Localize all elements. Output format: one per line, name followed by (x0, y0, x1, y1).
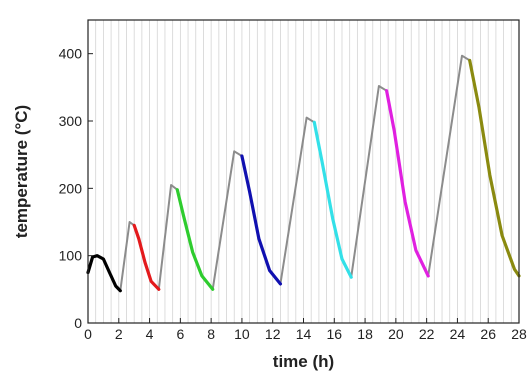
x-tick-label: 22 (419, 326, 435, 342)
y-tick-label: 300 (59, 113, 83, 129)
y-axis-title: temperature (°C) (12, 105, 31, 238)
x-tick-label: 14 (296, 326, 312, 342)
series-line-1 (86, 254, 122, 293)
x-tick-label: 0 (84, 326, 92, 342)
x-tick-label: 16 (326, 326, 342, 342)
vertical-grid-lines (95, 20, 512, 323)
x-tick-label: 12 (265, 326, 281, 342)
series-line-2 (132, 223, 161, 291)
heating-line-3 (211, 150, 243, 290)
series-line-3 (175, 188, 215, 291)
x-tick-label: 24 (450, 326, 466, 342)
series-line-6 (385, 89, 430, 278)
heating-line-1 (119, 221, 135, 291)
y-tick-label: 400 (59, 46, 83, 62)
series-line-7 (468, 58, 521, 278)
x-tick-label: 26 (480, 326, 496, 342)
series-line-5 (312, 120, 353, 279)
heating-segments (119, 54, 471, 291)
y-tick-label: 200 (59, 180, 83, 196)
x-tick-label: 4 (146, 326, 154, 342)
x-tick-label: 8 (207, 326, 215, 342)
heating-line-5 (350, 85, 388, 278)
x-tick-label: 20 (388, 326, 404, 342)
x-axis-title: time (h) (273, 352, 334, 371)
x-tick-label: 6 (176, 326, 184, 342)
cooling-series (86, 58, 521, 293)
x-tick-label: 10 (234, 326, 250, 342)
x-tick-label: 2 (115, 326, 123, 342)
heating-line-2 (157, 184, 178, 290)
series-line-4 (240, 154, 282, 286)
heating-line-6 (427, 54, 471, 277)
y-tick-label: 100 (59, 248, 83, 264)
heating-line-4 (279, 116, 315, 285)
y-tick-label: 0 (74, 315, 82, 331)
x-tick-label: 28 (511, 326, 527, 342)
x-tick-label: 18 (357, 326, 373, 342)
